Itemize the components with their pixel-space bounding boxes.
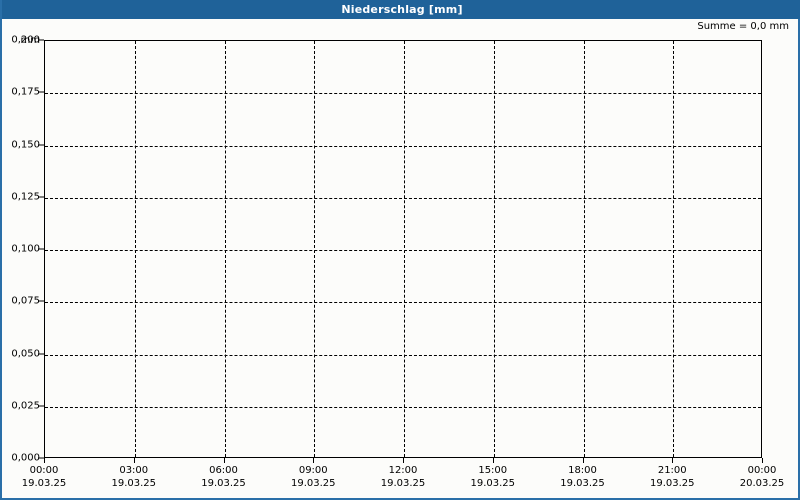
horizontal-gridline — [45, 197, 761, 199]
y-axis-tick-mark — [38, 91, 44, 93]
x-axis-tick-time: 09:00 — [298, 465, 328, 476]
x-axis-tick-date: 20.03.25 — [739, 478, 785, 489]
x-axis-tick-label: 00:00 19.03.25 — [22, 464, 67, 491]
y-axis-tick-mark — [38, 457, 44, 459]
page-title: Niederschlag [mm] — [341, 3, 463, 16]
horizontal-gridline — [45, 406, 761, 408]
x-axis-tick-date: 19.03.25 — [380, 478, 426, 489]
x-axis-tick-mark — [313, 458, 315, 463]
y-axis-tick-mark — [38, 196, 44, 198]
vertical-gridline — [404, 41, 405, 457]
x-axis-tick-mark — [133, 458, 135, 463]
vertical-gridline — [673, 41, 675, 457]
horizontal-gridline — [45, 354, 761, 356]
x-axis-tick-date: 19.03.25 — [649, 478, 695, 489]
x-axis-tick-mark — [492, 458, 494, 463]
vertical-gridline — [583, 41, 585, 457]
y-axis-tick-label: 0,100 — [11, 243, 40, 255]
x-axis-tick-time: 18:00 — [568, 465, 597, 476]
plot-area — [44, 40, 762, 458]
horizontal-gridline — [45, 145, 761, 147]
horizontal-gridline — [45, 93, 761, 95]
x-axis-tick-date: 19.03.25 — [290, 478, 336, 489]
y-axis-tick-mark — [38, 248, 44, 250]
y-axis-tick-label: 0,200 — [11, 34, 40, 46]
y-axis-tick-mark — [38, 144, 44, 145]
x-axis-tick-date: 19.03.25 — [560, 478, 605, 489]
x-axis-tick-label: 06:00 19.03.25 — [201, 464, 246, 491]
x-axis-tick-time: 15:00 — [478, 465, 508, 476]
x-axis-tick-label: 15:00 19.03.25 — [470, 464, 515, 491]
horizontal-gridline — [45, 302, 761, 304]
x-axis-tick-date: 19.03.25 — [201, 478, 246, 489]
y-axis-tick-label: 0,150 — [11, 139, 40, 150]
x-axis-tick-time: 21:00 — [657, 465, 687, 476]
x-axis-tick-time: 03:00 — [119, 465, 149, 476]
y-axis-tick-label: 0,125 — [11, 191, 40, 203]
x-axis-tick-label: 03:00 19.03.25 — [111, 464, 156, 491]
x-axis-tick-label: 00:00 20.03.25 — [740, 464, 785, 491]
y-axis-tick-label: 0,025 — [11, 400, 40, 412]
y-axis-unit-label: mm — [20, 35, 40, 46]
x-axis-tick-date: 19.03.25 — [111, 478, 157, 489]
window-title-bar: Niederschlag [mm] — [2, 0, 800, 19]
x-axis-tick-mark — [582, 458, 584, 463]
sum-annotation: Summe = 0,0 mm — [697, 21, 789, 32]
y-axis-tick-mark — [38, 39, 44, 41]
x-axis-tick-label: 09:00 19.03.25 — [291, 464, 336, 491]
x-axis-tick-mark — [672, 458, 674, 463]
y-axis-tick-mark — [38, 353, 44, 354]
vertical-gridline — [314, 41, 316, 457]
x-axis-tick-time: 00:00 — [29, 465, 59, 476]
x-axis-tick-date: 19.03.25 — [470, 478, 516, 489]
x-axis-tick-label: 18:00 19.03.25 — [560, 464, 605, 491]
vertical-gridline — [134, 41, 136, 457]
x-axis-tick-date: 19.03.25 — [21, 478, 67, 489]
horizontal-gridline — [45, 250, 761, 251]
x-axis: 00:00 19.03.25 03:00 19.03.25 06:00 19.03.25 0… — [2, 458, 800, 500]
vertical-gridline — [493, 41, 495, 457]
y-axis: mm 0,000 0,025 0,050 0,075 0,100 0,125 0,150 0,… — [2, 0, 44, 500]
x-axis-tick-time: 12:00 — [388, 465, 418, 476]
y-axis-tick-label: 0,050 — [11, 348, 40, 359]
x-axis-tick-mark — [223, 458, 225, 463]
x-axis-tick-time: 00:00 — [747, 465, 777, 476]
y-axis-tick-label: 0,000 — [11, 452, 40, 464]
x-axis-tick-mark — [403, 458, 404, 463]
vertical-gridline — [224, 41, 226, 457]
x-axis-tick-time: 06:00 — [209, 465, 238, 476]
y-axis-tick-mark — [38, 300, 44, 302]
x-axis-tick-mark — [762, 458, 763, 463]
x-axis-tick-label: 21:00 19.03.25 — [650, 464, 695, 491]
y-axis-tick-label: 0,075 — [11, 295, 40, 307]
y-axis-tick-mark — [38, 405, 44, 407]
x-axis-tick-mark — [44, 458, 45, 463]
y-axis-tick-label: 0,175 — [11, 86, 40, 98]
x-axis-tick-label: 12:00 19.03.25 — [381, 464, 426, 491]
